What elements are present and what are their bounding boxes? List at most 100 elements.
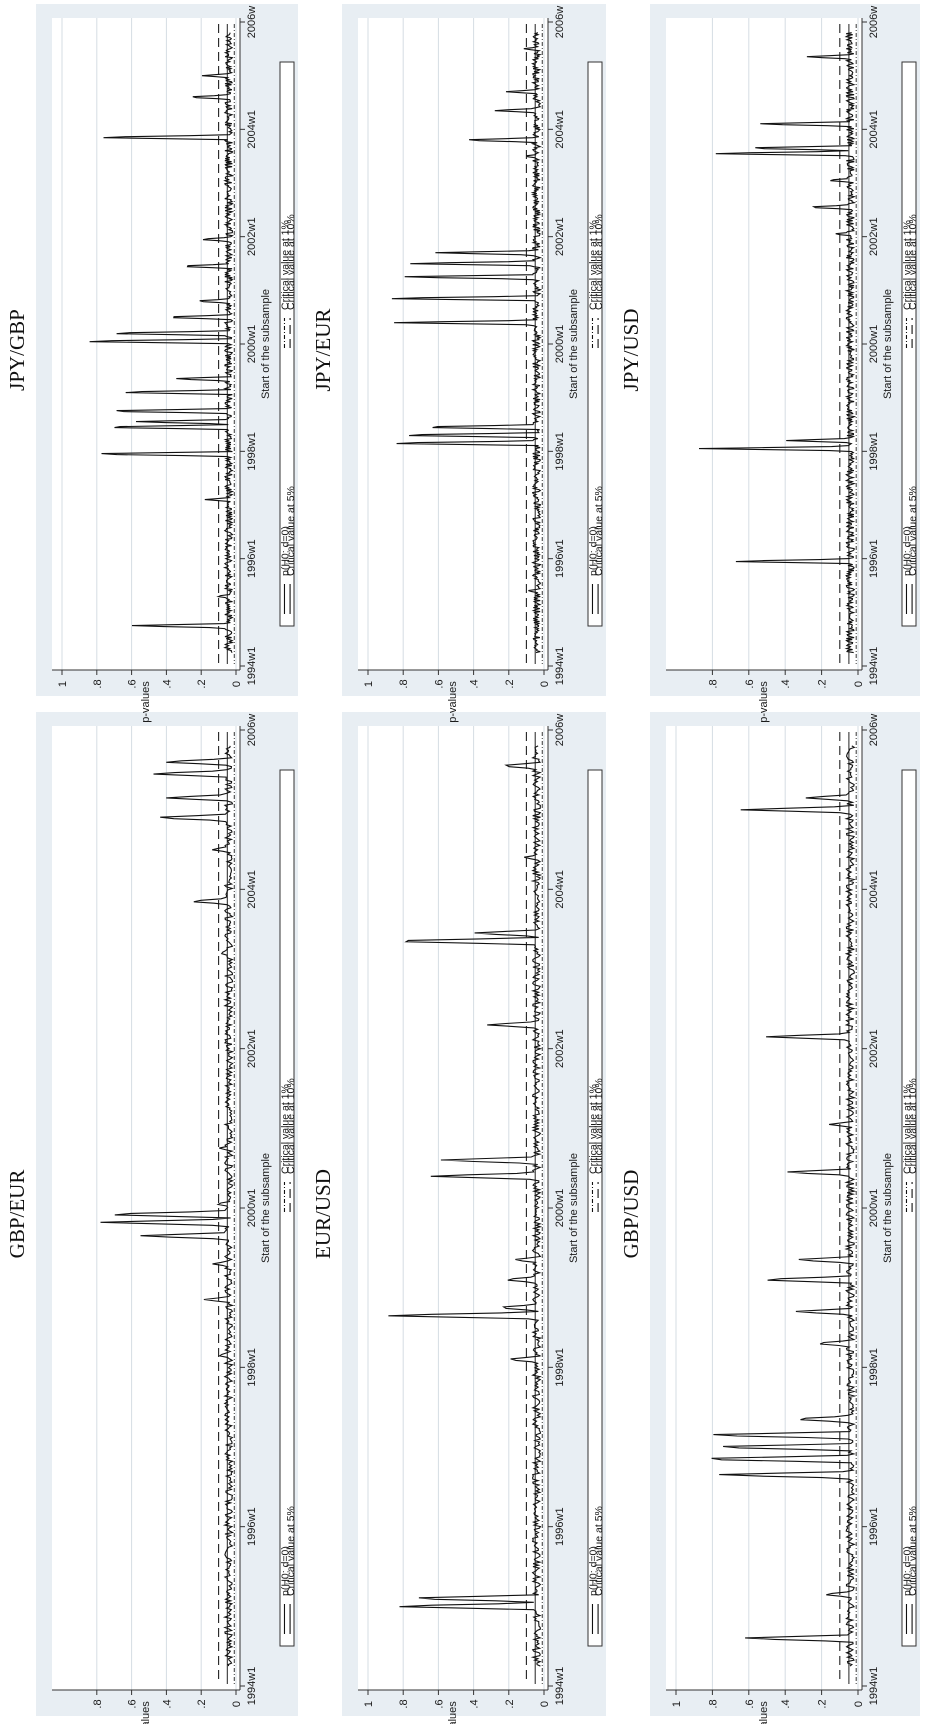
y-axis-label: p-values: [758, 681, 770, 723]
y-tick-label: .6: [433, 679, 445, 688]
x-tick-label: 2000w1: [246, 325, 258, 364]
y-tick-label: .2: [196, 1699, 208, 1708]
legend-label: Critical value at 5%: [907, 486, 919, 576]
y-tick-label: .6: [744, 1699, 756, 1708]
panel-title: JPY/GBP: [5, 309, 29, 391]
legend-label: p(H0: d=0): [279, 526, 291, 576]
x-tick-label: 2000w1: [868, 325, 880, 364]
x-tick-label: 2006w: [554, 6, 566, 38]
y-tick-label: 1: [671, 1701, 683, 1707]
y-tick-label: .4: [161, 1699, 173, 1708]
plot-area: [358, 726, 548, 1690]
x-tick-label: 2002w1: [246, 217, 258, 256]
legend-label: Critical value at 5%: [593, 1506, 605, 1596]
chart-panel-6: JPY/USD 0 .2 .4 .6 .8 p-values 1994w1 1996w1 1998…: [616, 0, 922, 723]
plot-area: [358, 18, 548, 670]
x-tick-label: 2006w: [554, 714, 566, 746]
x-tick-label: 1996w1: [246, 1507, 258, 1546]
legend-label: Critical value at 1%: [587, 1084, 599, 1174]
x-tick-label: 1996w1: [246, 539, 258, 578]
y-tick-label: 1: [57, 681, 69, 687]
legend-label: p(H0: d=0): [279, 1546, 291, 1596]
panel-title: JPY/EUR: [311, 309, 335, 392]
legend-label: Critical value at 10%: [285, 1078, 297, 1174]
legend-label: p(H0: d=0): [901, 526, 913, 576]
legend-label: Critical value at 10%: [593, 1078, 605, 1174]
panel-title: GBP/EUR: [5, 1170, 29, 1259]
x-axis-label: Start of the subsample: [568, 1153, 580, 1263]
legend-label: Critical value at 10%: [907, 1078, 919, 1174]
y-tick-label: .6: [127, 679, 139, 688]
chart-panel-1: GBP/EUR 0 .2 .4 .6 .8 p-values 1994w1 1996w1 1998…: [2, 708, 300, 1724]
x-tick-label: 2002w1: [868, 217, 880, 256]
x-tick-label: 2002w1: [554, 217, 566, 256]
y-axis-label: p-values: [758, 1701, 770, 1724]
legend-label: Critical value at 5%: [285, 1506, 297, 1596]
y-tick-label: .6: [744, 679, 756, 688]
x-tick-label: 1998w1: [868, 1348, 880, 1387]
x-axis-label: Start of the subsample: [882, 1153, 894, 1263]
y-tick-label: .2: [817, 679, 829, 688]
pvalue-series-line: [698, 32, 857, 654]
x-tick-label: 2006w: [868, 6, 880, 38]
x-tick-label: 2004w1: [868, 870, 880, 909]
y-tick-label: 0: [853, 1701, 865, 1707]
x-tick-label: 2006w: [246, 714, 258, 746]
y-tick-label: 0: [231, 1701, 243, 1707]
y-tick-label: .8: [92, 679, 104, 688]
x-tick-label: 2000w1: [246, 1189, 258, 1228]
y-tick-label: .4: [469, 1699, 481, 1708]
x-tick-label: 2004w1: [868, 110, 880, 149]
x-tick-label: 1996w1: [868, 539, 880, 578]
x-axis-label: Start of the subsample: [882, 289, 894, 399]
x-tick-label: 1998w1: [868, 432, 880, 471]
legend-box: [901, 769, 917, 1647]
panel-title: EUR/USD: [311, 1169, 335, 1259]
legend-label: Critical value at 10%: [593, 214, 605, 310]
x-tick-label: 1996w1: [868, 1507, 880, 1546]
plot-area: [52, 18, 240, 670]
x-tick-label: 2002w1: [554, 1029, 566, 1068]
x-tick-label: 1998w1: [554, 1348, 566, 1387]
y-tick-label: .4: [161, 679, 173, 688]
legend-label: p(H0: d=0): [901, 1546, 913, 1596]
x-tick-label: 1994w1: [246, 647, 258, 686]
y-tick-label: 0: [853, 681, 865, 687]
legend-box: [901, 61, 917, 627]
x-tick-label: 2006w: [246, 6, 258, 38]
pvalue-series-line: [388, 745, 543, 1667]
legend-label: Critical value at 1%: [587, 220, 599, 310]
x-tick-label: 2002w1: [246, 1029, 258, 1068]
pvalue-series-line: [711, 745, 857, 1667]
pvalue-series-line: [391, 32, 543, 654]
legend-label: Critical value at 1%: [901, 1084, 913, 1174]
x-tick-label: 2000w1: [868, 1189, 880, 1228]
y-tick-label: .4: [469, 679, 481, 688]
y-tick-label: 0: [231, 681, 243, 687]
y-axis-label: p-values: [140, 681, 152, 723]
x-tick-label: 2000w1: [554, 325, 566, 364]
x-tick-label: 2004w1: [554, 870, 566, 909]
y-axis-label: p-values: [140, 1701, 152, 1724]
panel-title: GBP/USD: [619, 1170, 643, 1259]
x-tick-label: 2004w1: [246, 870, 258, 909]
legend-label: p(H0: d=0): [587, 1546, 599, 1596]
x-tick-label: 2000w1: [554, 1189, 566, 1228]
x-tick-label: 1994w1: [868, 1667, 880, 1706]
y-tick-label: .4: [780, 679, 792, 688]
y-tick-label: .2: [504, 1699, 516, 1708]
y-tick-label: .2: [196, 679, 208, 688]
legend-label: Critical value at 1%: [901, 220, 913, 310]
y-tick-label: 0: [539, 681, 551, 687]
x-axis-label: Start of the subsample: [568, 289, 580, 399]
y-tick-label: .8: [92, 1699, 104, 1708]
x-tick-label: 1998w1: [554, 432, 566, 471]
plot-area: [52, 726, 240, 1690]
x-axis-label: Start of the subsample: [260, 289, 272, 399]
y-tick-label: 1: [363, 681, 375, 687]
x-tick-label: 1994w1: [246, 1667, 258, 1706]
legend-label: Critical value at 1%: [279, 1084, 291, 1174]
plot-area: [666, 18, 862, 670]
chart-panel-5: JPY/EUR 0 .2 .4 .6 .8 1 p-values 1994w1 1996w1 199…: [308, 0, 608, 723]
